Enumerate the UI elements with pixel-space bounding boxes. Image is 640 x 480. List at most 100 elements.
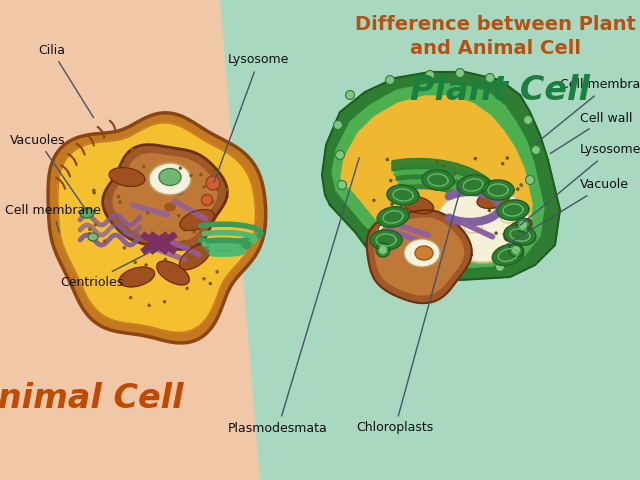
Polygon shape [477,192,509,208]
Circle shape [525,176,534,184]
Circle shape [199,173,203,177]
Circle shape [389,179,392,182]
Circle shape [367,228,371,232]
Polygon shape [370,230,402,250]
Circle shape [379,239,382,242]
Circle shape [495,263,504,272]
Circle shape [399,205,403,208]
Polygon shape [457,175,489,195]
Circle shape [146,211,150,215]
Ellipse shape [500,211,516,223]
Circle shape [452,172,456,176]
Text: Vacuoles: Vacuoles [10,133,86,211]
Text: Plant Cell: Plant Cell [410,73,590,107]
Circle shape [193,230,196,233]
Circle shape [378,227,381,231]
Circle shape [405,246,409,250]
Circle shape [131,148,134,152]
Circle shape [202,277,206,280]
Circle shape [379,246,387,254]
Circle shape [204,194,207,198]
Circle shape [380,228,383,232]
Circle shape [512,246,520,254]
Circle shape [202,185,206,189]
Circle shape [103,240,107,243]
Polygon shape [220,0,640,480]
Ellipse shape [464,221,482,233]
Text: Cell membrane: Cell membrane [536,79,640,143]
Polygon shape [422,170,454,190]
Circle shape [144,264,148,267]
Polygon shape [179,244,211,270]
Circle shape [129,296,132,300]
Circle shape [88,228,92,231]
Circle shape [392,186,396,190]
Circle shape [142,165,146,168]
Circle shape [442,164,445,168]
Polygon shape [322,72,560,280]
Polygon shape [377,207,409,227]
Polygon shape [157,261,189,285]
Circle shape [179,167,182,170]
Circle shape [520,183,523,187]
Polygon shape [120,267,154,287]
Circle shape [177,214,180,217]
Polygon shape [341,96,532,257]
Circle shape [211,200,214,204]
Circle shape [144,244,147,248]
Circle shape [531,145,541,155]
Circle shape [492,197,495,201]
Circle shape [488,209,491,212]
Circle shape [163,173,167,177]
Text: Cilia: Cilia [38,44,93,118]
Circle shape [501,162,504,166]
Circle shape [456,69,465,77]
Circle shape [118,200,122,204]
Circle shape [202,234,205,238]
Polygon shape [504,219,532,241]
Circle shape [117,195,120,198]
Circle shape [147,303,151,307]
Text: Plasmodesmata: Plasmodesmata [228,157,359,434]
Ellipse shape [150,177,164,187]
Circle shape [198,249,202,252]
Circle shape [335,151,344,159]
Circle shape [378,238,382,242]
Polygon shape [332,84,544,268]
Circle shape [206,176,220,190]
Circle shape [163,300,166,303]
Ellipse shape [159,168,181,185]
Polygon shape [109,168,145,186]
Circle shape [426,182,429,186]
Circle shape [516,187,520,191]
Circle shape [164,258,167,261]
Circle shape [524,116,532,124]
Circle shape [506,156,509,160]
Circle shape [516,218,530,232]
Circle shape [426,71,435,80]
Polygon shape [367,210,472,303]
Circle shape [519,221,527,229]
Circle shape [507,216,511,219]
Circle shape [346,91,355,99]
Circle shape [164,177,168,180]
Circle shape [475,222,478,226]
Circle shape [502,233,506,236]
Ellipse shape [149,163,191,195]
Circle shape [415,265,424,275]
Circle shape [93,223,97,227]
Circle shape [216,189,220,192]
Circle shape [509,243,523,257]
Circle shape [435,160,439,164]
Text: Lysosome: Lysosome [520,144,640,225]
Polygon shape [102,144,227,250]
Text: Chloroplasts: Chloroplasts [356,183,462,434]
Polygon shape [378,215,408,235]
Circle shape [148,278,152,281]
Text: Animal Cell: Animal Cell [0,382,184,415]
Circle shape [92,189,95,192]
Circle shape [92,191,96,194]
Text: Cell membrane: Cell membrane [5,204,101,232]
Circle shape [390,203,394,206]
Circle shape [441,230,445,234]
